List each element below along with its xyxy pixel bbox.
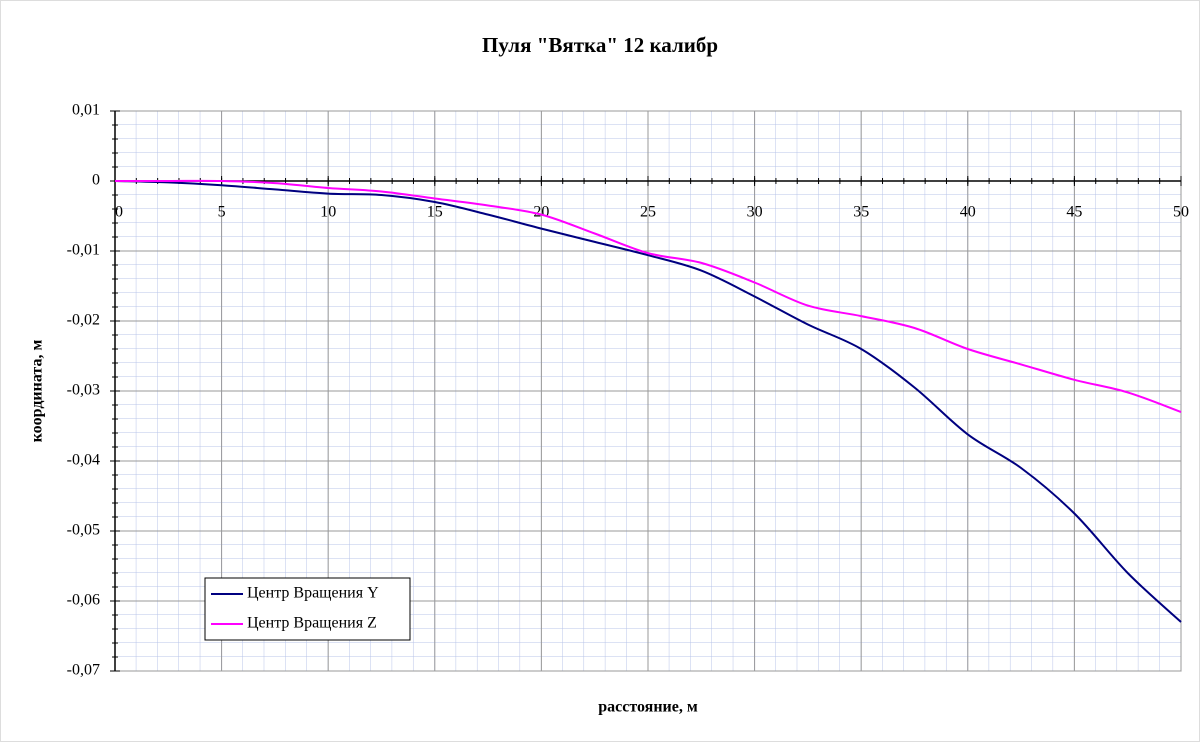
x-tick-label: 35 (853, 204, 869, 221)
y-axis-label: координата, м (29, 340, 46, 443)
x-tick-label: 15 (427, 204, 443, 221)
x-axis-label: расстояние, м (598, 699, 698, 716)
y-tick-label: -0,04 (67, 452, 100, 469)
y-tick-label: -0,03 (67, 382, 100, 399)
y-tick-label: 0,01 (72, 102, 100, 119)
x-tick-label: 45 (1066, 204, 1082, 221)
x-tick-label: 40 (960, 204, 976, 221)
x-tick-label: 0 (115, 204, 123, 221)
x-tick-label: 5 (218, 204, 226, 221)
x-tick-label: 30 (747, 204, 763, 221)
y-tick-label: -0,01 (67, 242, 100, 259)
data-line (114, 180, 1182, 623)
y-tick-label: -0,07 (67, 662, 100, 679)
x-tick-label: 50 (1173, 204, 1189, 221)
y-tick-label: -0,02 (67, 312, 100, 329)
legend-label: Центр Вращения Z (247, 615, 377, 632)
y-tick-label: -0,06 (67, 592, 100, 609)
data-line (114, 179, 1182, 413)
y-tick-label: 0 (92, 172, 100, 189)
x-tick-label: 25 (640, 204, 656, 221)
x-tick-label: 20 (533, 204, 549, 221)
x-tick-label: 10 (320, 204, 336, 221)
legend-box (204, 577, 411, 641)
legend-label: Центр Вращения Y (247, 585, 379, 602)
chart-title: Пуля "Вятка" 12 калибр (482, 33, 718, 57)
y-tick-label: -0,05 (67, 522, 100, 539)
